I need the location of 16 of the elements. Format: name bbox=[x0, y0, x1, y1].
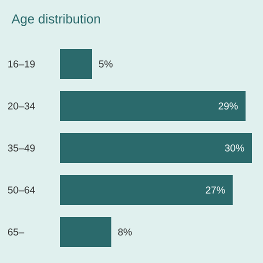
bar bbox=[60, 217, 112, 248]
bar bbox=[60, 175, 233, 206]
data-label: 5% bbox=[98, 60, 113, 68]
y-tick-label: 35–49 bbox=[8, 144, 35, 152]
bar bbox=[60, 133, 252, 164]
y-tick-label: 20–34 bbox=[8, 102, 35, 110]
y-tick-label: 65– bbox=[8, 228, 24, 236]
data-label: 29% bbox=[218, 102, 238, 110]
data-label: 27% bbox=[206, 186, 225, 194]
y-tick-label: 16–19 bbox=[8, 60, 35, 68]
data-label: 30% bbox=[224, 144, 244, 152]
bar bbox=[60, 49, 92, 80]
data-label: 8% bbox=[118, 228, 132, 236]
y-tick-label: 50–64 bbox=[8, 186, 35, 194]
chart-title: Age distribution bbox=[12, 14, 100, 26]
bar bbox=[60, 91, 246, 122]
